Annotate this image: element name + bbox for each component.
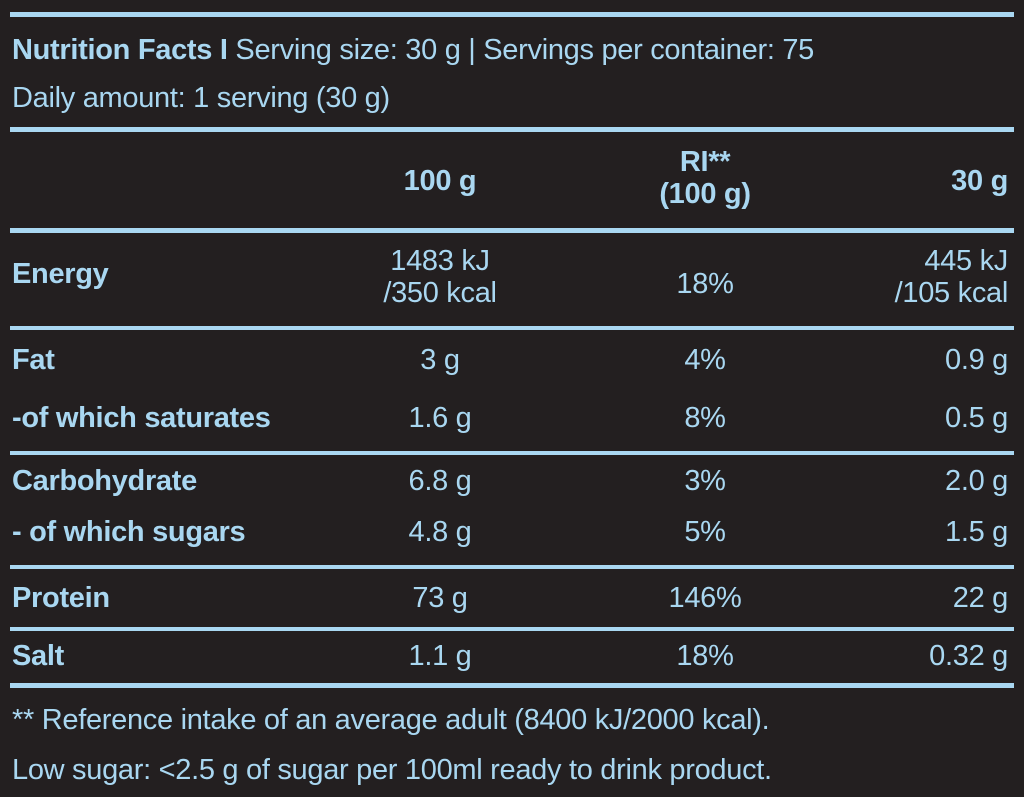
sugars-label: - of which sugars — [12, 516, 246, 548]
carbohydrate-rule — [10, 565, 1014, 569]
carbohydrate-per-100g: 6.8 g — [408, 465, 472, 497]
carbohydrate-ri: 3% — [684, 465, 726, 497]
protein-label: Protein — [12, 582, 110, 614]
saturates-per-100g: 1.6 g — [408, 402, 472, 434]
saturates-ri: 8% — [684, 402, 726, 434]
energy-rule — [10, 326, 1014, 330]
footnote-low-sugar: Low sugar: <2.5 g of sugar per 100ml rea… — [12, 754, 772, 786]
bottom-rule — [10, 683, 1014, 688]
protein-ri: 146% — [668, 582, 742, 614]
column-header-100g: 100 g — [403, 165, 477, 197]
sugars-ri: 5% — [684, 516, 726, 548]
fat-rule — [10, 451, 1014, 455]
carbohydrate-per-serving: 2.0 g — [945, 465, 1008, 497]
column-header-ri: RI** (100 g) — [580, 146, 830, 211]
energy-per-100g: 1483 kJ /350 kcal — [310, 245, 570, 310]
protein-per-serving: 22 g — [952, 582, 1009, 614]
saturates-label: -of which saturates — [12, 402, 271, 434]
protein-rule — [10, 627, 1014, 631]
salt-per-100g: 1.1 g — [408, 640, 472, 672]
energy-ri: 18% — [676, 268, 734, 300]
footnote-reference-intake: ** Reference intake of an average adult … — [12, 704, 770, 736]
ri-label: RI** — [679, 146, 731, 178]
salt-label: Salt — [12, 640, 64, 672]
fat-ri: 4% — [684, 344, 726, 376]
protein-per-100g: 73 g — [412, 582, 468, 614]
header-rule — [10, 127, 1014, 132]
carbohydrate-label: Carbohydrate — [12, 465, 197, 497]
saturates-per-serving: 0.5 g — [945, 402, 1008, 434]
salt-ri: 18% — [676, 640, 734, 672]
energy-kcal-serving: /105 kcal — [894, 277, 1009, 310]
fat-label: Fat — [12, 344, 55, 376]
column-header-rule — [10, 228, 1014, 233]
fat-per-100g: 3 g — [420, 344, 460, 376]
energy-per-serving: 445 kJ /105 kcal — [894, 245, 1009, 310]
top-rule — [10, 12, 1014, 17]
sugars-per-100g: 4.8 g — [408, 516, 472, 548]
fat-per-serving: 0.9 g — [945, 344, 1008, 376]
energy-kj-100g: 1483 kJ — [390, 245, 490, 277]
energy-label: Energy — [12, 258, 109, 290]
energy-kcal-100g: /350 kcal — [383, 277, 497, 310]
sugars-per-serving: 1.5 g — [945, 516, 1008, 548]
header-line: Nutrition Facts I Serving size: 30 g | S… — [12, 36, 814, 65]
ri-unit: (100 g) — [659, 178, 751, 211]
label-title: Nutrition Facts I — [12, 34, 228, 66]
salt-per-serving: 0.32 g — [929, 640, 1008, 672]
column-header-30g: 30 g — [951, 165, 1008, 197]
daily-amount: Daily amount: 1 serving (30 g) — [12, 82, 390, 114]
serving-info: Serving size: 30 g | Servings per contai… — [235, 34, 814, 66]
energy-kj-serving: 445 kJ — [924, 245, 1008, 277]
